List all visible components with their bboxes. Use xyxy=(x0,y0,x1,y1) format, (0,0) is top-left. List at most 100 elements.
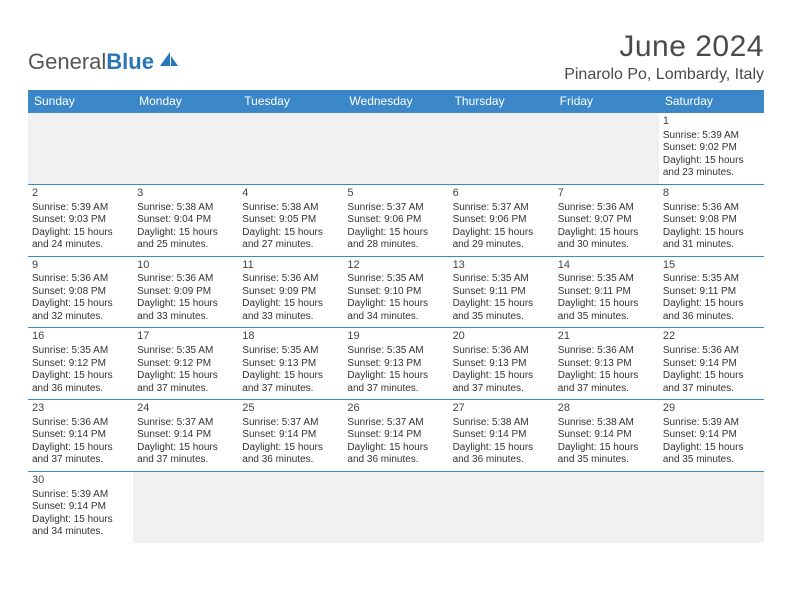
sunrise-text: Sunrise: 5:39 AM xyxy=(32,489,129,502)
day-cell-21: 21Sunrise: 5:36 AMSunset: 9:13 PMDayligh… xyxy=(554,328,659,399)
calendar-page: GeneralBlue June 2024 Pinarolo Po, Lomba… xyxy=(0,0,792,543)
sunrise-text: Sunrise: 5:37 AM xyxy=(137,417,234,430)
location: Pinarolo Po, Lombardy, Italy xyxy=(564,66,764,84)
sunrise-text: Sunrise: 5:38 AM xyxy=(242,202,339,215)
day-number: 17 xyxy=(137,330,234,344)
sunrise-text: Sunrise: 5:36 AM xyxy=(32,273,129,286)
sunset-text: Sunset: 9:14 PM xyxy=(453,429,550,442)
day-number: 27 xyxy=(453,402,550,416)
daylight-text: Daylight: 15 hours and 32 minutes. xyxy=(32,298,129,323)
sunset-text: Sunset: 9:12 PM xyxy=(137,358,234,371)
sunset-text: Sunset: 9:11 PM xyxy=(663,286,760,299)
day-cell-20: 20Sunrise: 5:36 AMSunset: 9:13 PMDayligh… xyxy=(449,328,554,399)
daylight-text: Daylight: 15 hours and 29 minutes. xyxy=(453,227,550,252)
daylight-text: Daylight: 15 hours and 23 minutes. xyxy=(663,155,760,180)
week-row: 1Sunrise: 5:39 AMSunset: 9:02 PMDaylight… xyxy=(28,113,764,185)
logo-text-general: General xyxy=(28,49,106,75)
day-number: 20 xyxy=(453,330,550,344)
sunset-text: Sunset: 9:14 PM xyxy=(32,429,129,442)
day-number: 22 xyxy=(663,330,760,344)
sunrise-text: Sunrise: 5:35 AM xyxy=(347,345,444,358)
sunset-text: Sunset: 9:14 PM xyxy=(347,429,444,442)
daylight-text: Daylight: 15 hours and 36 minutes. xyxy=(242,442,339,467)
day-cell-15: 15Sunrise: 5:35 AMSunset: 9:11 PMDayligh… xyxy=(659,257,764,328)
sunset-text: Sunset: 9:14 PM xyxy=(32,501,129,514)
day-number: 12 xyxy=(347,259,444,273)
daylight-text: Daylight: 15 hours and 24 minutes. xyxy=(32,227,129,252)
sunrise-text: Sunrise: 5:39 AM xyxy=(663,130,760,143)
day-number: 7 xyxy=(558,187,655,201)
day-number: 15 xyxy=(663,259,760,273)
day-cell-24: 24Sunrise: 5:37 AMSunset: 9:14 PMDayligh… xyxy=(133,400,238,471)
week-row: 9Sunrise: 5:36 AMSunset: 9:08 PMDaylight… xyxy=(28,257,764,329)
sunrise-text: Sunrise: 5:38 AM xyxy=(137,202,234,215)
day-cell-12: 12Sunrise: 5:35 AMSunset: 9:10 PMDayligh… xyxy=(343,257,448,328)
day-cell-18: 18Sunrise: 5:35 AMSunset: 9:13 PMDayligh… xyxy=(238,328,343,399)
day-cell-2: 2Sunrise: 5:39 AMSunset: 9:03 PMDaylight… xyxy=(28,185,133,256)
sunset-text: Sunset: 9:13 PM xyxy=(558,358,655,371)
sunset-text: Sunset: 9:13 PM xyxy=(347,358,444,371)
day-cell-3: 3Sunrise: 5:38 AMSunset: 9:04 PMDaylight… xyxy=(133,185,238,256)
sunrise-text: Sunrise: 5:36 AM xyxy=(558,202,655,215)
sunrise-text: Sunrise: 5:35 AM xyxy=(137,345,234,358)
weekday-header-row: SundayMondayTuesdayWednesdayThursdayFrid… xyxy=(28,90,764,113)
daylight-text: Daylight: 15 hours and 37 minutes. xyxy=(347,370,444,395)
day-cell-19: 19Sunrise: 5:35 AMSunset: 9:13 PMDayligh… xyxy=(343,328,448,399)
daylight-text: Daylight: 15 hours and 36 minutes. xyxy=(663,298,760,323)
weekday-saturday: Saturday xyxy=(659,90,764,113)
day-cell-14: 14Sunrise: 5:35 AMSunset: 9:11 PMDayligh… xyxy=(554,257,659,328)
logo: GeneralBlue xyxy=(28,30,180,76)
sunset-text: Sunset: 9:04 PM xyxy=(137,214,234,227)
blank-cell xyxy=(659,472,764,543)
day-number: 10 xyxy=(137,259,234,273)
sunset-text: Sunset: 9:14 PM xyxy=(242,429,339,442)
day-number: 2 xyxy=(32,187,129,201)
day-cell-23: 23Sunrise: 5:36 AMSunset: 9:14 PMDayligh… xyxy=(28,400,133,471)
daylight-text: Daylight: 15 hours and 37 minutes. xyxy=(137,370,234,395)
title-block: June 2024 Pinarolo Po, Lombardy, Italy xyxy=(564,30,764,84)
day-number: 13 xyxy=(453,259,550,273)
daylight-text: Daylight: 15 hours and 37 minutes. xyxy=(558,370,655,395)
blank-cell xyxy=(343,472,448,543)
sunrise-text: Sunrise: 5:35 AM xyxy=(242,345,339,358)
day-cell-30: 30Sunrise: 5:39 AMSunset: 9:14 PMDayligh… xyxy=(28,472,133,543)
daylight-text: Daylight: 15 hours and 34 minutes. xyxy=(32,514,129,539)
sunrise-text: Sunrise: 5:36 AM xyxy=(137,273,234,286)
sunset-text: Sunset: 9:14 PM xyxy=(663,358,760,371)
day-cell-13: 13Sunrise: 5:35 AMSunset: 9:11 PMDayligh… xyxy=(449,257,554,328)
blank-cell xyxy=(554,113,659,184)
day-cell-11: 11Sunrise: 5:36 AMSunset: 9:09 PMDayligh… xyxy=(238,257,343,328)
sunset-text: Sunset: 9:05 PM xyxy=(242,214,339,227)
day-cell-1: 1Sunrise: 5:39 AMSunset: 9:02 PMDaylight… xyxy=(659,113,764,184)
day-number: 26 xyxy=(347,402,444,416)
day-number: 1 xyxy=(663,115,760,129)
sunrise-text: Sunrise: 5:39 AM xyxy=(663,417,760,430)
sunrise-text: Sunrise: 5:35 AM xyxy=(453,273,550,286)
week-row: 2Sunrise: 5:39 AMSunset: 9:03 PMDaylight… xyxy=(28,185,764,257)
day-cell-8: 8Sunrise: 5:36 AMSunset: 9:08 PMDaylight… xyxy=(659,185,764,256)
blank-cell xyxy=(554,472,659,543)
sunset-text: Sunset: 9:06 PM xyxy=(453,214,550,227)
sunset-text: Sunset: 9:03 PM xyxy=(32,214,129,227)
daylight-text: Daylight: 15 hours and 27 minutes. xyxy=(242,227,339,252)
sunrise-text: Sunrise: 5:35 AM xyxy=(347,273,444,286)
sail-icon xyxy=(158,48,180,74)
daylight-text: Daylight: 15 hours and 35 minutes. xyxy=(453,298,550,323)
day-number: 14 xyxy=(558,259,655,273)
sunrise-text: Sunrise: 5:36 AM xyxy=(32,417,129,430)
sunset-text: Sunset: 9:12 PM xyxy=(32,358,129,371)
day-cell-4: 4Sunrise: 5:38 AMSunset: 9:05 PMDaylight… xyxy=(238,185,343,256)
weekday-friday: Friday xyxy=(554,90,659,113)
sunset-text: Sunset: 9:14 PM xyxy=(558,429,655,442)
day-cell-16: 16Sunrise: 5:35 AMSunset: 9:12 PMDayligh… xyxy=(28,328,133,399)
day-cell-26: 26Sunrise: 5:37 AMSunset: 9:14 PMDayligh… xyxy=(343,400,448,471)
day-number: 8 xyxy=(663,187,760,201)
daylight-text: Daylight: 15 hours and 34 minutes. xyxy=(347,298,444,323)
blank-cell xyxy=(449,472,554,543)
day-cell-7: 7Sunrise: 5:36 AMSunset: 9:07 PMDaylight… xyxy=(554,185,659,256)
day-cell-17: 17Sunrise: 5:35 AMSunset: 9:12 PMDayligh… xyxy=(133,328,238,399)
sunrise-text: Sunrise: 5:37 AM xyxy=(347,202,444,215)
sunrise-text: Sunrise: 5:36 AM xyxy=(663,345,760,358)
sunset-text: Sunset: 9:11 PM xyxy=(558,286,655,299)
blank-cell xyxy=(133,472,238,543)
